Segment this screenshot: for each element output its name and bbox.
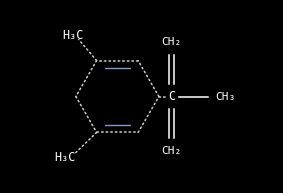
Text: H₃C: H₃C — [62, 29, 84, 42]
Text: H₃C: H₃C — [55, 151, 76, 164]
Text: CH₃: CH₃ — [215, 91, 235, 102]
Text: CH₂: CH₂ — [161, 146, 181, 156]
Text: CH₂: CH₂ — [161, 37, 181, 47]
Text: C: C — [168, 90, 175, 103]
